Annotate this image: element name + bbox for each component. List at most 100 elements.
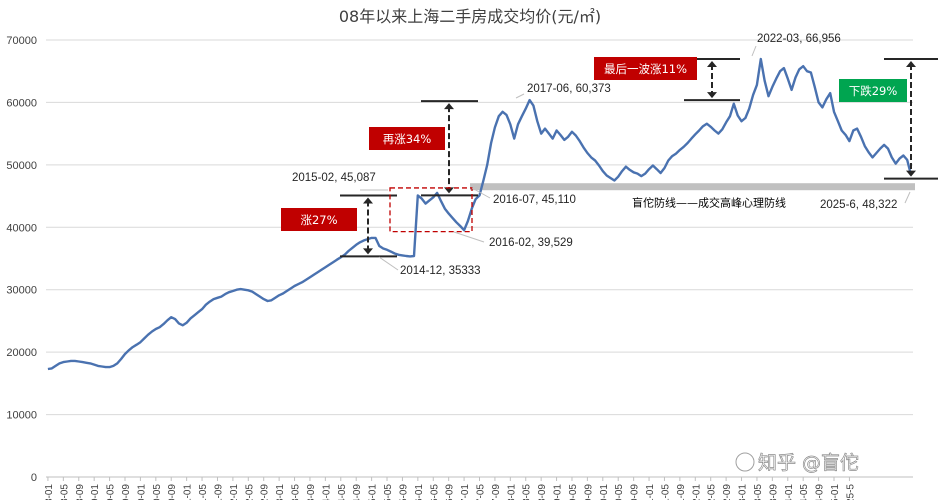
x-tick-label: 2021-01	[645, 484, 656, 500]
gridlines	[46, 39, 913, 416]
x-tick-label: 2015-05	[383, 484, 394, 500]
series-path	[47, 57, 913, 371]
x-axis: 2008-01 2008-05 2008-09 2009-01 2009-05 2009-…	[44, 477, 856, 500]
x-tick-label: 2013-09	[306, 484, 317, 500]
x-tick-label: 2009-09	[121, 484, 132, 500]
annotation-label: 2025-6, 48,322	[820, 199, 897, 211]
zhihu-logo-icon	[735, 452, 755, 472]
support-band: 盲佗防线——成交高峰心理防线	[470, 183, 915, 210]
x-tick-label: 2022-01	[691, 484, 702, 500]
arrowhead-up-icon	[444, 103, 454, 110]
x-tick-label: 2020-01	[599, 484, 610, 500]
y-tick-label: 20000	[6, 347, 37, 359]
x-tick-label: 2019-05	[568, 484, 579, 500]
x-tick-label: 2009-01	[90, 484, 101, 500]
x-tick-label: 2020-09	[630, 484, 641, 500]
x-tick-label: 2008-01	[44, 484, 55, 500]
x-tick-label: 2012-01	[229, 484, 240, 500]
x-tick-label: 2022-05	[707, 484, 718, 500]
annotation-label: 2016-07, 45,110	[493, 194, 576, 206]
annotation-label: 2014-12, 35333	[400, 265, 481, 277]
callout-box	[594, 57, 697, 80]
y-axis: 0 10000 20000 30000 40000 50000 60000 70000	[6, 35, 913, 484]
x-tick-label: 2019-09	[583, 484, 594, 500]
x-tick-label: 2008-09	[75, 484, 86, 500]
series-line	[47, 57, 913, 371]
annotation-label: 2015-02, 45,087	[292, 172, 376, 184]
x-tick-label: 2009-05	[106, 484, 117, 500]
arrowhead-down-icon	[906, 170, 916, 177]
x-tick-label: 2008-05	[59, 484, 70, 500]
x-tick-label: 2013-05	[291, 484, 302, 500]
x-tick-label: 2023-05	[753, 484, 764, 500]
callout-box	[839, 79, 907, 102]
x-tick-label: 2017-09	[491, 484, 502, 500]
callout-label: 涨27%	[300, 213, 337, 227]
callout-box	[369, 127, 445, 150]
annotation-label: 2022-03, 66,956	[757, 33, 841, 45]
arrowhead-up-icon	[363, 197, 373, 204]
x-tick-label: 2014-01	[321, 484, 332, 500]
annotations: 2014-12, 35333 2015-02, 45,087 2016-02, 39…	[292, 33, 911, 277]
annotation-label: 2017-06, 60,373	[527, 83, 611, 95]
support-band-bar	[470, 183, 915, 191]
x-tick-label: 2015-09	[398, 484, 409, 500]
arrowhead-down-icon	[444, 187, 454, 194]
x-tick-label: 2018-01	[506, 484, 517, 500]
x-tick-label: 2019-01	[553, 484, 564, 500]
x-tick-label: 2024-05	[799, 484, 810, 500]
x-tick-label: 2011-05	[198, 484, 209, 500]
chart-title: 08年以来上海二手房成交均价(元/㎡)	[339, 7, 601, 26]
y-tick-label: 40000	[6, 222, 37, 234]
x-tick-label: 2012-09	[260, 484, 271, 500]
x-tick-label: 2023-09	[768, 484, 779, 500]
x-tick-label: 2011-09	[213, 484, 224, 500]
x-tick-label: 2010-05	[152, 484, 163, 500]
x-tick-label: 2018-05	[522, 484, 533, 500]
watermark-group: 知乎 @盲佗	[735, 452, 859, 474]
callout-label: 下跌29%	[849, 84, 898, 98]
marker-down-29	[884, 58, 938, 180]
annotation-label: 2016-02, 39,529	[489, 237, 573, 249]
arrowhead-up-icon	[906, 61, 916, 68]
arrowhead-up-icon	[707, 61, 717, 68]
x-tick-label: 2017-01	[460, 484, 471, 500]
watermark: 知乎 @盲佗	[758, 452, 859, 474]
y-tick-label: 30000	[6, 285, 37, 297]
marker-up-34	[421, 100, 478, 197]
x-tick-label: 2020-05	[614, 484, 625, 500]
x-tick-label: 2014-05	[337, 484, 348, 500]
annotation-leader	[751, 45, 757, 57]
y-tick-label: 0	[31, 472, 37, 484]
x-tick-label: 2010-09	[167, 484, 178, 500]
x-tick-label: 2015-01	[368, 484, 379, 500]
x-tick-label: 2016-09	[445, 484, 456, 500]
x-tick-label: 2021-05	[660, 484, 671, 500]
x-tick-label: 2013-01	[275, 484, 286, 500]
callout-label: 最后一波涨11%	[604, 62, 687, 76]
range-box	[389, 187, 473, 233]
annotation-leader	[471, 187, 491, 199]
arrowhead-down-icon	[707, 92, 717, 99]
y-tick-label: 70000	[6, 35, 37, 47]
x-tick-label: 2025-01	[830, 484, 841, 500]
x-tick-label: 2022-09	[722, 484, 733, 500]
x-tick-label: 2010-01	[136, 484, 147, 500]
x-tick-label: 2024-01	[784, 484, 795, 500]
callouts: 涨27% 再涨34% 最后一波涨11% 下跌29%	[281, 57, 907, 231]
annotation-leader	[904, 191, 911, 204]
callout-box	[281, 208, 357, 231]
annotation-leader	[453, 231, 485, 243]
marker-up-27	[340, 194, 397, 258]
y-tick-label: 60000	[6, 97, 37, 109]
x-tick-label: 2023-01	[738, 484, 749, 500]
x-tick-label: 2011-01	[183, 484, 194, 500]
x-tick-label: 2016-01	[414, 484, 425, 500]
annotation-leader	[515, 93, 525, 99]
y-tick-label: 10000	[6, 410, 37, 422]
range-markers	[340, 58, 938, 258]
arrowhead-down-icon	[363, 248, 373, 255]
annotation-leader	[378, 256, 399, 271]
